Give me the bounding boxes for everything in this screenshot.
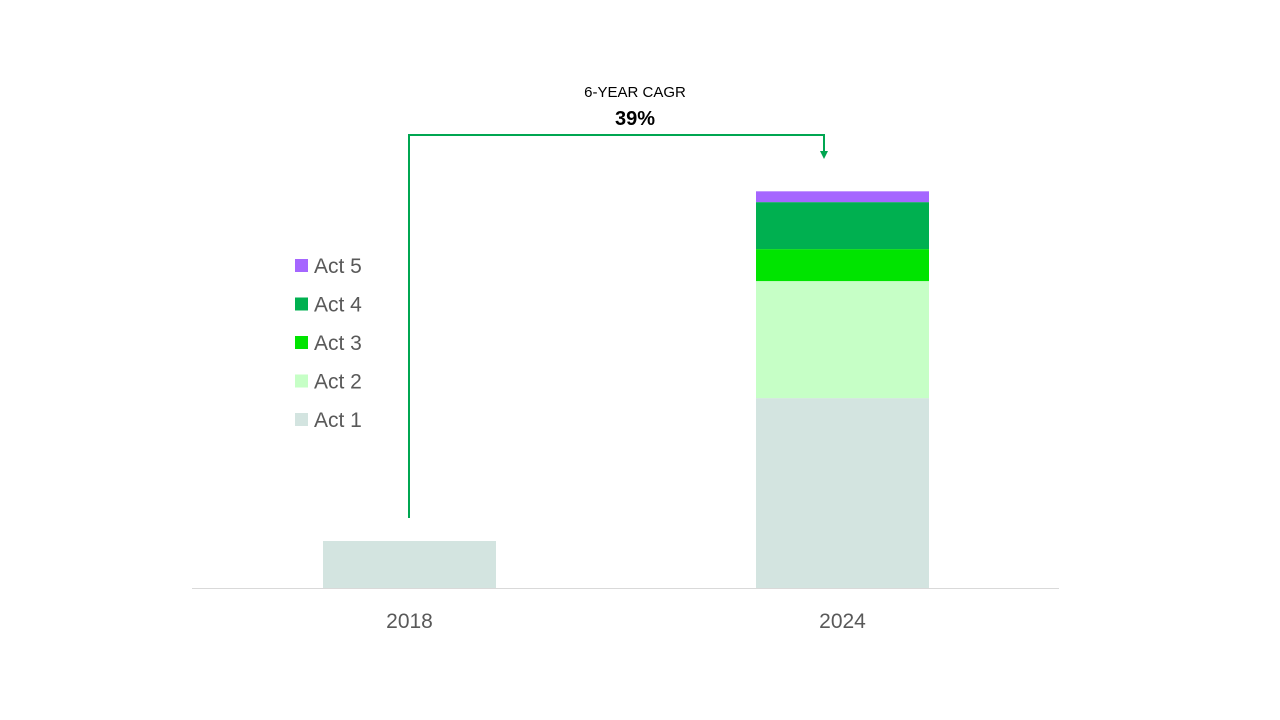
legend-swatch: [295, 336, 308, 349]
bar-segment-2018-act-1: [323, 541, 496, 588]
cagr-arrow-head: [820, 151, 828, 159]
legend-item: Act 5: [295, 255, 362, 278]
cagr-label: 6-YEAR CAGR: [584, 84, 686, 101]
legend-label: Act 2: [314, 371, 362, 394]
bar-segment-2024-act-1: [756, 398, 929, 588]
bar-segment-2024-act-5: [756, 191, 929, 203]
bar-segment-2024-act-3: [756, 249, 929, 282]
bar-segment-2024-act-2: [756, 281, 929, 399]
x-tick-label: 2018: [386, 610, 433, 633]
cagr-value: 39%: [615, 108, 655, 130]
legend-label: Act 5: [314, 255, 362, 278]
legend-swatch: [295, 374, 308, 388]
bar-segment-2024-act-4: [756, 202, 929, 250]
legend-swatch: [295, 297, 308, 311]
legend-label: Act 4: [314, 294, 362, 317]
x-tick-label: 2024: [819, 610, 866, 633]
legend-item: Act 3: [295, 332, 362, 355]
legend-item: Act 2: [295, 371, 362, 394]
legend-swatch: [295, 413, 308, 426]
legend-swatch: [295, 259, 308, 272]
legend-item: Act 4: [295, 294, 362, 317]
legend-item: Act 1: [295, 409, 362, 432]
legend-label: Act 3: [314, 332, 362, 355]
cagr-bracket-line: [408, 134, 825, 518]
legend-label: Act 1: [314, 409, 362, 432]
